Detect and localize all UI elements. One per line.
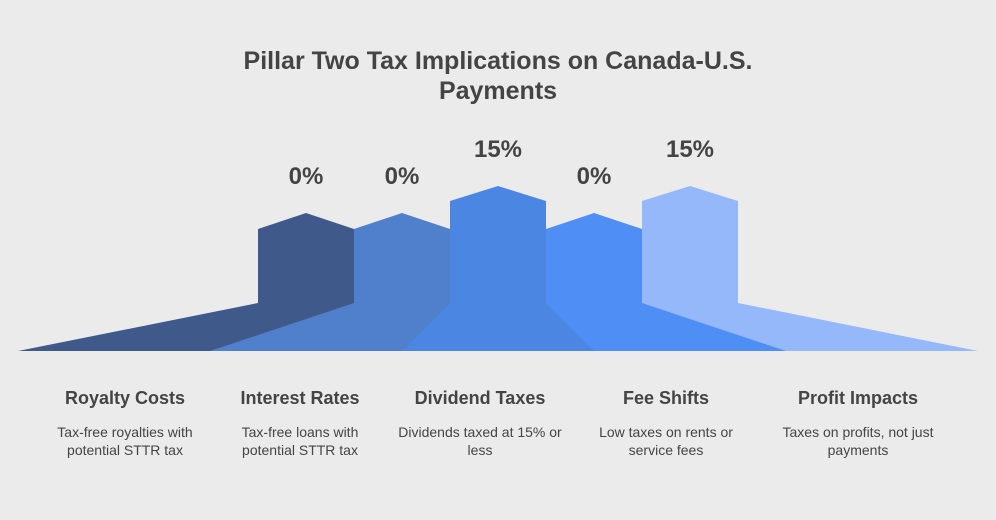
shape xyxy=(546,213,786,351)
heading: Interest Rates xyxy=(240,388,360,408)
value-label: 0% xyxy=(288,163,324,190)
description: Dividends taxed at 15% or less xyxy=(398,424,562,458)
shape xyxy=(642,186,978,351)
heading: Fee Shifts xyxy=(622,388,710,408)
value-label: 15% xyxy=(473,136,523,163)
value-label: 0% xyxy=(576,163,612,190)
value-label: 15% xyxy=(665,136,715,163)
shape xyxy=(402,186,594,351)
heading: Royalty Costs xyxy=(64,388,186,408)
shape xyxy=(210,213,450,351)
shape xyxy=(18,213,354,351)
description: Taxes on profits, not just payments xyxy=(782,424,934,458)
description: Low taxes on rents or service fees xyxy=(599,424,733,458)
heading: Profit Impacts xyxy=(797,388,919,408)
heading: Dividend Taxes xyxy=(414,388,546,408)
description: Tax-free royalties with potential STTR t… xyxy=(57,424,193,458)
title: Pillar Two Tax Implications on Canada-U.… xyxy=(243,47,753,105)
value-label: 0% xyxy=(384,163,420,190)
description: Tax-free loans with potential STTR tax xyxy=(241,424,359,458)
